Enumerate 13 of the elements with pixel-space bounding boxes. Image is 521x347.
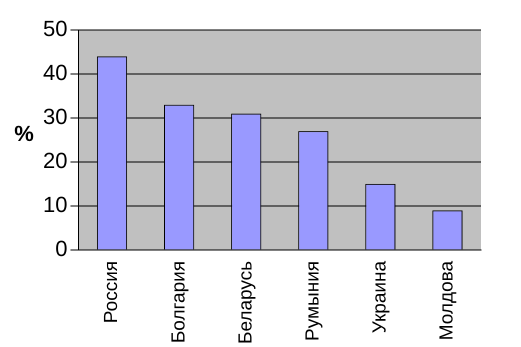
x-tick-label: Украина: [370, 260, 391, 334]
y-tick-label: 0: [55, 236, 68, 261]
x-tick-label: Болгария: [168, 260, 190, 344]
x-tick-label: Молдова: [436, 260, 458, 340]
y-tick-label: 50: [42, 16, 68, 42]
y-tick-label: 10: [42, 192, 68, 217]
x-tick-label: Россия: [101, 260, 122, 324]
x-tick-label: Беларусь: [235, 260, 256, 344]
y-tick-label: 40: [42, 60, 68, 86]
y-tick-label: 30: [42, 104, 68, 130]
x-tick-label: Румыния: [302, 260, 324, 341]
y-tick-label: 20: [42, 148, 68, 174]
y-axis-title: %: [14, 121, 34, 146]
